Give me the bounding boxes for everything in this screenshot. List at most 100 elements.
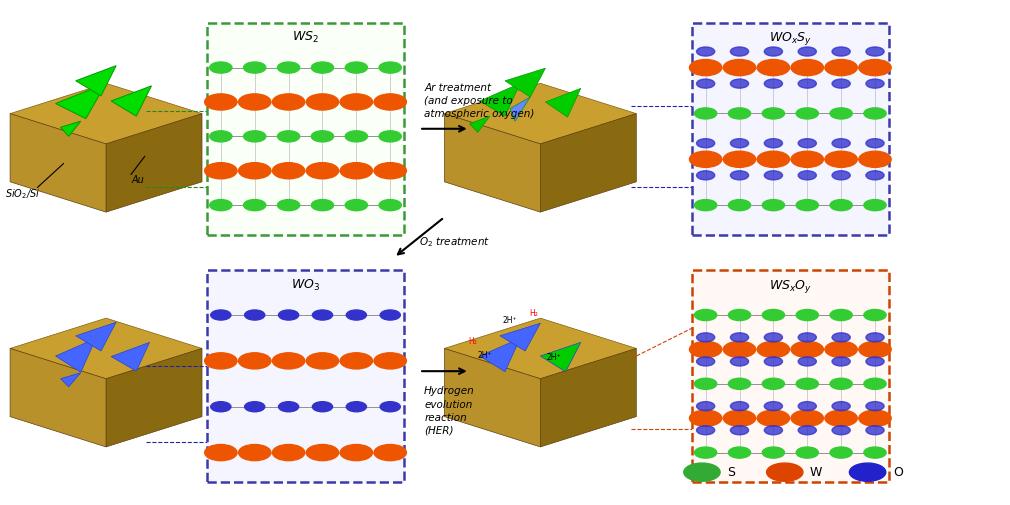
- Circle shape: [866, 79, 884, 88]
- Circle shape: [791, 341, 823, 358]
- Circle shape: [866, 357, 884, 366]
- Polygon shape: [56, 338, 96, 372]
- Polygon shape: [444, 83, 636, 144]
- Circle shape: [798, 401, 816, 411]
- Circle shape: [830, 310, 852, 321]
- Text: S: S: [727, 466, 735, 479]
- Circle shape: [278, 62, 300, 73]
- Circle shape: [830, 447, 852, 458]
- Polygon shape: [111, 342, 149, 371]
- Circle shape: [763, 447, 785, 458]
- Circle shape: [825, 410, 857, 426]
- Text: Ar treatment
(and exposure to
atmospheric oxygen): Ar treatment (and exposure to atmospheri…: [424, 83, 534, 119]
- Text: Hydrogen
evolution
reaction
(HER): Hydrogen evolution reaction (HER): [424, 386, 475, 436]
- Text: WS$_x$O$_y$: WS$_x$O$_y$: [769, 278, 812, 295]
- Circle shape: [864, 310, 886, 321]
- Circle shape: [374, 353, 406, 369]
- Circle shape: [205, 94, 237, 110]
- Circle shape: [211, 401, 231, 412]
- Text: O$_2$ treatment: O$_2$ treatment: [419, 235, 490, 249]
- Circle shape: [866, 139, 884, 148]
- Circle shape: [832, 426, 850, 435]
- Polygon shape: [510, 97, 530, 121]
- Circle shape: [758, 151, 790, 167]
- Circle shape: [311, 62, 333, 73]
- Circle shape: [695, 378, 717, 389]
- Circle shape: [244, 310, 265, 320]
- Circle shape: [798, 426, 816, 435]
- Circle shape: [765, 47, 783, 56]
- Circle shape: [690, 151, 722, 167]
- Circle shape: [346, 310, 367, 320]
- Polygon shape: [480, 83, 520, 116]
- Circle shape: [695, 199, 717, 211]
- Circle shape: [273, 163, 305, 179]
- Circle shape: [340, 444, 373, 461]
- Circle shape: [210, 62, 232, 73]
- Circle shape: [730, 401, 748, 411]
- Circle shape: [238, 353, 271, 369]
- Circle shape: [723, 410, 755, 426]
- Circle shape: [825, 151, 857, 167]
- Circle shape: [697, 79, 715, 88]
- Circle shape: [832, 171, 850, 180]
- Circle shape: [273, 444, 305, 461]
- Circle shape: [758, 60, 790, 76]
- Polygon shape: [500, 323, 540, 351]
- Circle shape: [758, 341, 790, 358]
- Circle shape: [830, 108, 852, 119]
- Circle shape: [796, 199, 818, 211]
- Circle shape: [695, 310, 717, 321]
- Circle shape: [730, 79, 748, 88]
- Circle shape: [858, 60, 891, 76]
- Circle shape: [697, 139, 715, 148]
- Circle shape: [866, 426, 884, 435]
- Circle shape: [864, 378, 886, 389]
- Circle shape: [312, 401, 332, 412]
- Polygon shape: [10, 348, 106, 447]
- Circle shape: [864, 447, 886, 458]
- Polygon shape: [444, 348, 540, 447]
- Circle shape: [205, 444, 237, 461]
- Circle shape: [346, 401, 367, 412]
- Circle shape: [796, 310, 818, 321]
- Circle shape: [697, 357, 715, 366]
- Polygon shape: [444, 318, 636, 379]
- Circle shape: [345, 199, 368, 211]
- Polygon shape: [540, 114, 636, 212]
- Circle shape: [791, 60, 823, 76]
- Polygon shape: [56, 83, 106, 119]
- Polygon shape: [111, 86, 152, 116]
- Polygon shape: [470, 116, 490, 132]
- FancyBboxPatch shape: [207, 23, 404, 235]
- Circle shape: [858, 151, 891, 167]
- Circle shape: [340, 163, 373, 179]
- Circle shape: [311, 131, 333, 142]
- Circle shape: [796, 108, 818, 119]
- Circle shape: [697, 47, 715, 56]
- Circle shape: [380, 310, 400, 320]
- Circle shape: [767, 463, 803, 481]
- Circle shape: [306, 163, 338, 179]
- Circle shape: [832, 333, 850, 342]
- Circle shape: [306, 94, 338, 110]
- Circle shape: [791, 410, 823, 426]
- Circle shape: [864, 108, 886, 119]
- Circle shape: [345, 131, 368, 142]
- Circle shape: [210, 199, 232, 211]
- Circle shape: [730, 139, 748, 148]
- Circle shape: [379, 62, 401, 73]
- Circle shape: [830, 199, 852, 211]
- Circle shape: [765, 171, 783, 180]
- Circle shape: [765, 333, 783, 342]
- Circle shape: [866, 401, 884, 411]
- Circle shape: [273, 94, 305, 110]
- Circle shape: [211, 310, 231, 320]
- Circle shape: [723, 341, 755, 358]
- Circle shape: [864, 199, 886, 211]
- Circle shape: [205, 163, 237, 179]
- Circle shape: [858, 341, 891, 358]
- Circle shape: [238, 94, 271, 110]
- Text: 2H⁺: 2H⁺: [478, 350, 492, 360]
- Circle shape: [830, 378, 852, 389]
